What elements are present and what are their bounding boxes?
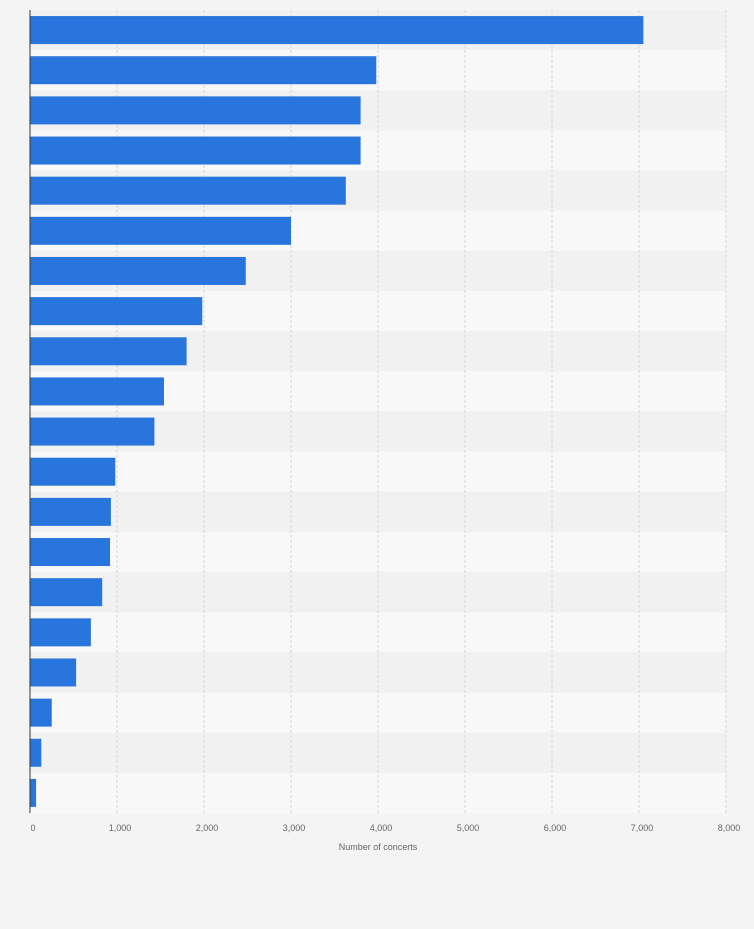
x-tick-label-5,000: 5,000 [457,823,480,833]
bar-16 [30,618,91,647]
bar-19 [30,738,42,767]
x-tick-label-8,000: 8,000 [718,823,741,833]
x-tick-label-3,000: 3,000 [283,823,306,833]
gridlines [116,10,727,813]
x-tick-label-2,000: 2,000 [196,823,219,833]
bar-9 [30,337,187,366]
x-tick-label-1,000: 1,000 [109,823,132,833]
bar-14 [30,538,111,567]
bar-15 [30,578,103,607]
bar-4 [30,136,361,165]
bar-5 [30,176,346,205]
bar-1 [30,16,644,45]
bar-11 [30,417,155,446]
x-tick-label-4,000: 4,000 [370,823,393,833]
bar-7 [30,256,246,285]
bar-20 [30,778,37,807]
bar-17 [30,658,77,687]
x-tick-label-6,000: 6,000 [544,823,567,833]
bar-3 [30,96,361,125]
bar-8 [30,297,203,326]
bar-10 [30,377,164,406]
x-tick-label-7,000: 7,000 [631,823,654,833]
x-axis-tick-labels: 0 1,000 2,000 3,000 4,000 5,000 6,000 7,000 8,00… [30,823,740,833]
bar-2 [30,56,377,85]
bar-13 [30,497,111,526]
x-axis-title: Number of concerts [339,842,418,852]
bar-18 [30,698,52,727]
x-tick-label-0: 0 [30,823,35,833]
bars [30,16,644,807]
bar-6 [30,216,291,245]
bar-12 [30,457,116,486]
